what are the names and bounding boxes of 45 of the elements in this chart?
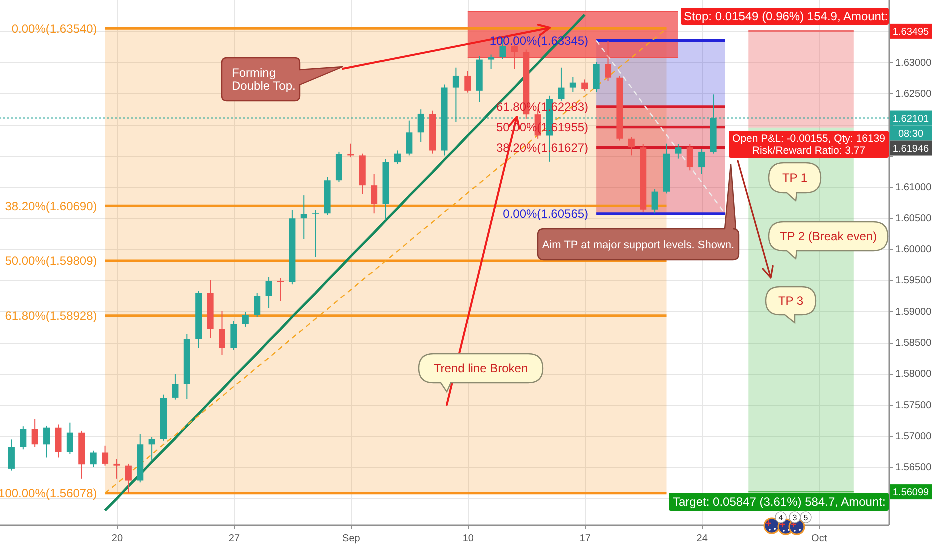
annotation: 3 — [792, 513, 798, 522]
annotation: Forming Double Top. — [232, 66, 296, 94]
x-tick-label: 10 — [462, 534, 474, 544]
text: 1.61946 — [892, 144, 930, 155]
text: 1.63495 — [892, 26, 930, 38]
ref-line-label: 1.62101 — [892, 114, 930, 125]
annotation: TP 1 — [782, 171, 808, 186]
series-label: 0.00%(1.63540) — [12, 22, 98, 36]
annotation: TP 2 (Break even) — [780, 230, 878, 244]
series-label: 61.80%(1.58928) — [5, 309, 98, 324]
x-tick-label: 20 — [112, 534, 124, 544]
y-tick-label: 1.58500 — [896, 338, 932, 350]
annotation: Aim TP at major support levels. Shown. — [542, 239, 735, 252]
annotation: Target: 0.05847 (3.61%) 584.7, Amount: — [673, 495, 886, 510]
text: 08:30 — [898, 128, 924, 140]
series-label: 0.00%(1.60565) — [503, 207, 589, 222]
y-tick-label: 1.57500 — [896, 400, 932, 412]
text: 1.56099 — [892, 488, 930, 499]
number-badge: 3 — [789, 512, 801, 524]
series-label: 38.20%(1.60690) — [5, 199, 98, 214]
y-tick-label: 1.62500 — [896, 88, 932, 100]
y-tick-label: 1.57000 — [896, 431, 932, 442]
series-label: 50.00%(1.59809) — [5, 254, 98, 268]
x-tick-label: Sep — [342, 534, 361, 544]
y-tick-label: 1.59500 — [896, 276, 932, 287]
y-tick-label: 1.59000 — [896, 306, 932, 318]
y-tick-label: 1.60000 — [896, 244, 932, 256]
annotation: Stop: 0.01549 (0.96%) 154.9, Amount: — [684, 10, 888, 24]
annotation: Risk/Reward Ratio: 3.77 — [752, 145, 866, 158]
x-tick-label: 27 — [228, 534, 240, 544]
x-tick-label: Oct — [812, 534, 828, 544]
x-tick-label: 17 — [580, 534, 592, 544]
number-badge: 4 — [775, 512, 787, 524]
annotation: 5 — [804, 513, 809, 522]
y-tick-label: 1.56500 — [896, 462, 932, 474]
annotation: Trend line Broken — [434, 362, 528, 376]
y-tick-label: 1.63000 — [896, 58, 932, 69]
x-tick-label: 24 — [696, 534, 708, 544]
annotation: 4 — [778, 513, 784, 522]
y-tick-label: 1.60500 — [896, 213, 932, 224]
y-tick-label: 1.58000 — [896, 369, 932, 380]
annotation: Open P&L: -0.00155, Qty: 16139 — [732, 133, 886, 146]
y-tick-label: 1.61000 — [896, 182, 932, 194]
annotation: TP 3 — [778, 294, 804, 308]
number-badge: 5 — [800, 512, 812, 524]
